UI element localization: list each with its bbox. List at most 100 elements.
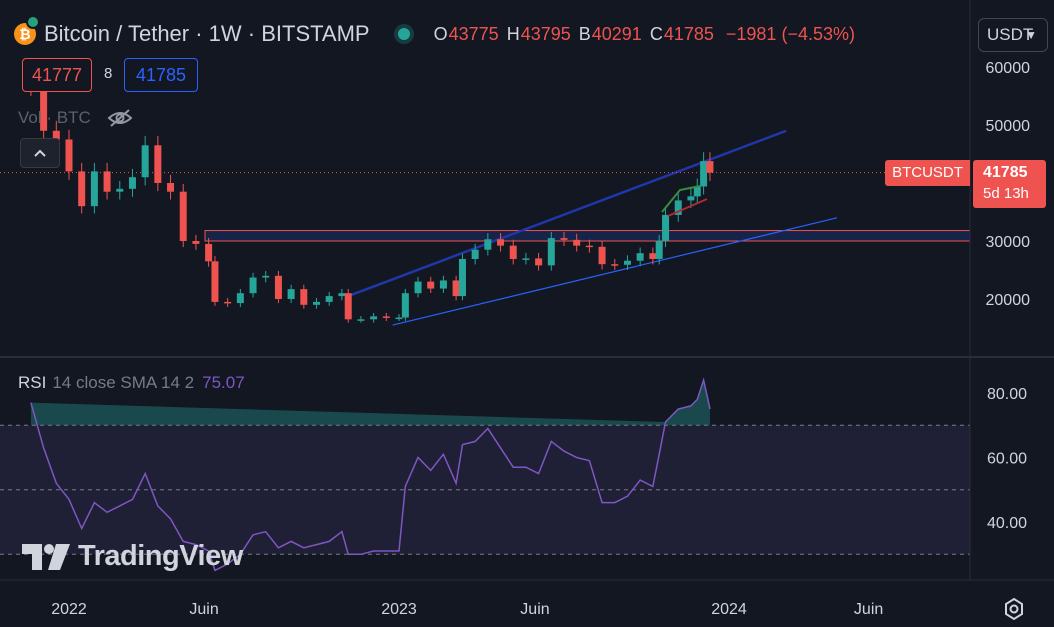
candle-body — [357, 319, 365, 321]
candle-body — [262, 275, 270, 278]
close-label: C — [649, 23, 663, 44]
chevron-down-icon: ▼ — [1025, 28, 1037, 42]
candle-body — [655, 241, 663, 259]
candle-body — [706, 161, 714, 173]
rsi-axis-tick: 60.00 — [987, 451, 1027, 468]
candle-body — [649, 253, 657, 259]
candle — [401, 288, 409, 321]
rsi-pane[interactable] — [0, 377, 970, 572]
candle — [427, 276, 435, 293]
candle-body — [344, 293, 352, 320]
candle-body — [192, 241, 200, 244]
rsi-overbought-fill — [30, 380, 710, 426]
rsi-axis-tick: 80.00 — [987, 386, 1027, 403]
trend-annotation-green — [661, 185, 701, 213]
candle-body — [300, 289, 308, 305]
channel-upper-line — [347, 129, 787, 298]
candle-body — [211, 261, 219, 302]
sell-button[interactable]: 41777 — [22, 58, 92, 92]
candle-body — [509, 245, 517, 259]
spread-value: 8 — [104, 65, 113, 82]
candle — [338, 288, 346, 301]
candle-body — [401, 293, 409, 318]
candle-body — [395, 317, 403, 320]
candle — [509, 239, 517, 265]
open-value: 43775 — [448, 23, 499, 44]
buy-button[interactable]: 41785 — [124, 58, 198, 92]
candle — [522, 252, 530, 265]
volume-label: Vol · BTC — [18, 108, 91, 127]
symbol-price-tag: BTCUSDT — [885, 160, 970, 186]
candle-body — [287, 289, 295, 299]
candle — [224, 297, 232, 307]
rsi-value: 75.07 — [202, 373, 245, 392]
price-axis-tick: 60000 — [986, 60, 1031, 77]
high-value: 43795 — [520, 23, 571, 44]
collapse-legend-button[interactable] — [20, 138, 60, 168]
candle-body — [471, 249, 479, 259]
candle — [693, 178, 701, 204]
candle — [313, 297, 320, 309]
candle — [236, 288, 244, 307]
settings-gear-icon[interactable] — [1002, 597, 1026, 621]
candle — [598, 240, 606, 270]
candle — [128, 168, 136, 197]
candle — [370, 312, 378, 323]
candle-body — [274, 275, 282, 299]
support-range-box — [204, 230, 971, 242]
chevron-up-icon — [34, 149, 46, 157]
candle-body — [141, 145, 149, 178]
candle-body — [78, 171, 86, 207]
rsi-params: 14 close SMA 14 2 — [52, 373, 195, 392]
tradingview-watermark: TradingView — [22, 540, 243, 573]
candle — [192, 234, 200, 250]
candle — [439, 275, 447, 293]
rsi-axis-tick: 40.00 — [987, 515, 1027, 532]
symbol-title[interactable]: Bitcoin / Tether · 1W · BITSTAMP — [44, 21, 370, 46]
eye-hidden-icon[interactable] — [107, 108, 133, 128]
candle — [154, 135, 162, 192]
candle-body — [522, 258, 530, 260]
volume-legend: Vol · BTC — [18, 108, 133, 128]
time-axis-tick: Juin — [854, 601, 883, 618]
candle-body — [693, 186, 701, 197]
candle — [585, 239, 593, 253]
time-axis-tick: Juin — [189, 601, 218, 618]
price-axis-tick: 50000 — [986, 118, 1031, 135]
candle-body — [249, 277, 257, 294]
candle-body — [687, 196, 695, 201]
candle-body — [623, 260, 631, 265]
candle-body — [179, 191, 187, 241]
close-value: 41785 — [663, 23, 714, 44]
ohlc-legend: O43775 H43795 B40291 C41785 −1981 (−4.53… — [434, 24, 855, 45]
candle — [471, 243, 479, 265]
candle-body — [700, 161, 708, 187]
candle — [674, 192, 682, 222]
candle-body — [90, 171, 98, 207]
candle-body — [636, 253, 644, 261]
candle-body — [458, 258, 466, 297]
candle — [636, 247, 644, 267]
candle-body — [427, 281, 435, 289]
candle — [90, 162, 98, 214]
time-axis-tick: 2023 — [381, 601, 417, 618]
candle-body — [370, 316, 378, 320]
candle-body — [598, 246, 606, 265]
candle — [414, 276, 422, 298]
price-pane[interactable] — [0, 59, 971, 326]
low-label: B — [578, 23, 591, 44]
candle-body — [103, 171, 111, 192]
candle-body — [128, 177, 136, 189]
price-axis-tick: 20000 — [986, 292, 1031, 309]
candle — [662, 207, 670, 248]
currency-dropdown[interactable]: USDT ▼ — [978, 18, 1048, 52]
candle — [687, 188, 695, 208]
high-label: H — [506, 23, 520, 44]
candle-body — [585, 245, 593, 248]
watermark-text: TradingView — [78, 540, 243, 572]
candle — [649, 247, 657, 265]
candle — [274, 270, 282, 304]
candle — [573, 233, 581, 252]
change-value: −1981 (−4.53%) — [725, 23, 855, 44]
